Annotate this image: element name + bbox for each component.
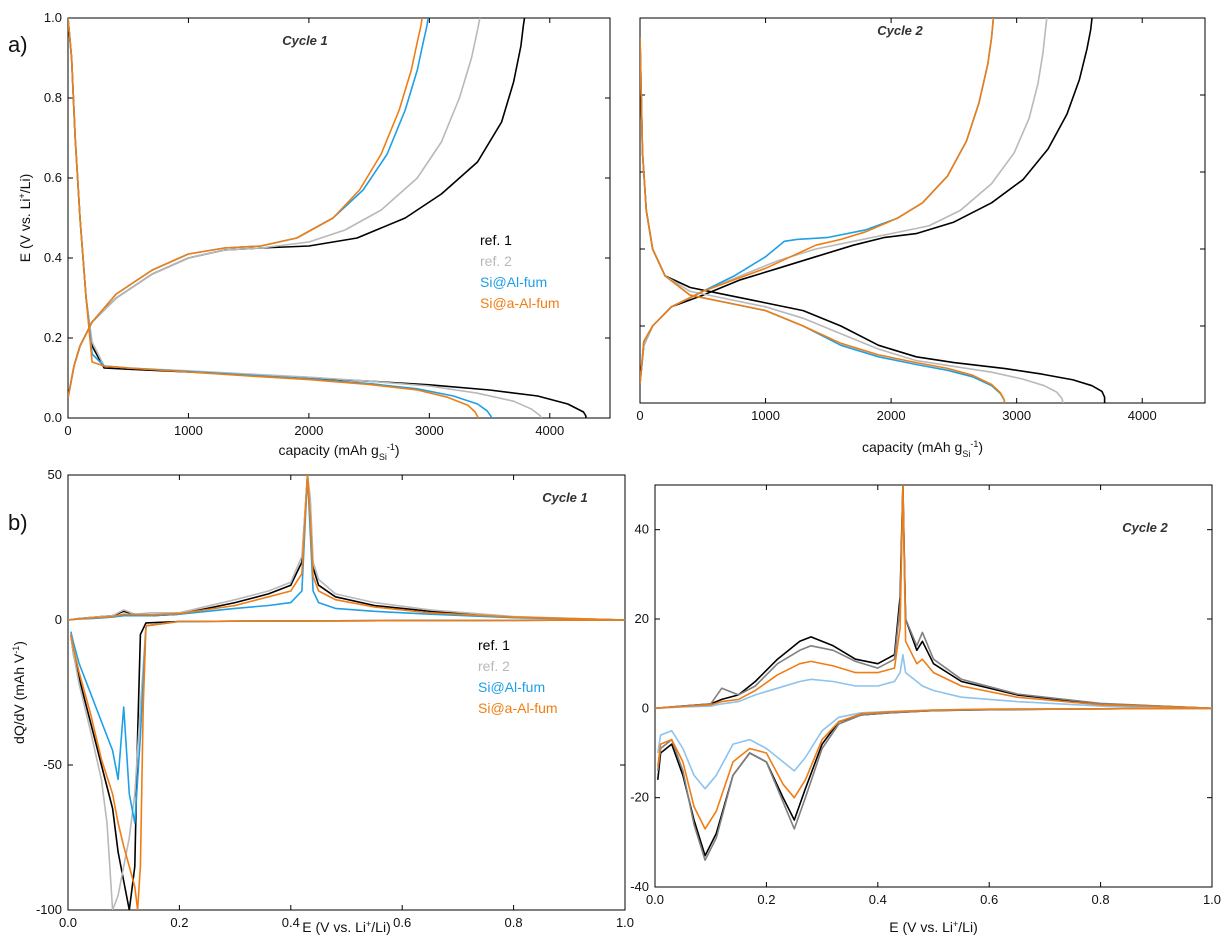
y-tick-label: 0.4 <box>44 250 62 265</box>
plot-frame <box>654 484 1213 888</box>
x-tick-label: 1000 <box>751 408 780 423</box>
series-ref-1-branch-2 <box>640 18 1093 384</box>
series-ref-2-branch-1 <box>70 619 625 910</box>
legend-entry-si-al-fum: Si@Al-fum <box>480 274 547 290</box>
x-axis-label: E (V vs. Li+/Li) <box>889 919 978 935</box>
x-tick-label: 2000 <box>294 423 323 438</box>
x-tick-label: 4000 <box>1128 408 1157 423</box>
legend-entry-si-a-al-fum: Si@a-Al-fum <box>478 700 558 716</box>
series-si-a-al-fum-branch-1 <box>70 619 625 910</box>
chart-title: Cycle 1 <box>542 490 588 505</box>
x-axis-label: E (V vs. Li+/Li) <box>302 919 391 935</box>
series-ref-1-branch-1 <box>68 18 587 418</box>
y-tick-label: -100 <box>36 902 62 917</box>
x-tick-label: 0.4 <box>282 915 300 930</box>
x-tick-label: 0.2 <box>170 915 188 930</box>
y-tick-label: -20 <box>630 790 649 805</box>
x-tick-label: 0.0 <box>646 892 664 907</box>
series-group <box>68 18 587 418</box>
series-si-al-fum-branch-2 <box>68 18 429 399</box>
legend-entry-si-a-al-fum: Si@a-Al-fum <box>480 295 560 311</box>
x-tick-label: 1000 <box>174 423 203 438</box>
series-group <box>68 475 625 910</box>
x-tick-label: 1.0 <box>616 915 634 930</box>
y-tick-label: 0 <box>642 700 649 715</box>
legend-entry-ref-2: ref. 2 <box>478 658 510 674</box>
panel-letter-a: a) <box>8 32 28 57</box>
plot-frame <box>67 474 626 911</box>
y-tick-label: 1.0 <box>44 10 62 25</box>
plot-frame <box>639 17 1206 404</box>
x-tick-label: 2000 <box>877 408 906 423</box>
plot-frame <box>67 17 611 419</box>
series-ref-2-branch-2 <box>655 493 1212 710</box>
series-ref-2-branch-1 <box>657 707 1212 862</box>
y-tick-label: 0.6 <box>44 170 62 185</box>
series-ref-1-branch-2 <box>68 18 526 399</box>
series-si-a-al-fum-branch-1 <box>68 18 479 418</box>
series-si-a-al-fum-branch-1 <box>657 707 1212 830</box>
series-si-a-al-fum-branch-1 <box>640 37 1006 403</box>
x-tick-label: 0.4 <box>869 892 887 907</box>
panel-letter-b: b) <box>8 510 28 535</box>
x-tick-label: 0.2 <box>757 892 775 907</box>
series-si-al-fum-branch-1 <box>68 18 493 418</box>
x-tick-label: 0.8 <box>505 915 523 930</box>
series-ref-2-branch-1 <box>68 18 543 418</box>
y-tick-label: 0.0 <box>44 410 62 425</box>
y-axis-label: dQ/dV (mAh V-1) <box>11 641 27 744</box>
x-axis-label: capacity (mAh gSi-1) <box>862 439 983 459</box>
series-ref-1-branch-2 <box>655 485 1212 710</box>
y-tick-label: 40 <box>635 522 649 537</box>
chart-a1-capacity-cycle1: 0 1000 2000 3000 4000 0.0 0.2 0.4 0.6 0.8 1.0 Cycle… <box>17 10 611 462</box>
x-axis-label: capacity (mAh gSi-1) <box>278 442 399 462</box>
legend-entry-ref-2: ref. 2 <box>480 253 512 269</box>
legend-entry-ref-1: ref. 1 <box>480 232 512 248</box>
chart-b2-dqdv-cycle2: 0.0 0.2 0.4 0.6 0.8 1.0 -40 -20 0 20 40 Cycle 2 E (V… <box>630 484 1221 935</box>
series-si-al-fum-branch-2 <box>640 18 995 384</box>
x-tick-label: 0 <box>64 423 71 438</box>
chart-title: Cycle 1 <box>282 33 328 48</box>
x-tick-label: 0.0 <box>59 915 77 930</box>
series-si-a-al-fum-branch-2 <box>655 485 1212 710</box>
chart-b1-dqdv-cycle1: 0.0 0.2 0.4 0.6 0.8 1.0 -100 -50 0 50 Cycle 1 E (V … <box>11 467 634 935</box>
x-tick-label: 3000 <box>415 423 444 438</box>
series-ref-2-branch-2 <box>68 18 481 399</box>
y-tick-label: 0.2 <box>44 330 62 345</box>
series-si-al-fum-branch-1 <box>640 37 1006 403</box>
y-tick-label: -50 <box>43 757 62 772</box>
chart-title: Cycle 2 <box>877 23 923 38</box>
series-si-a-al-fum-branch-2 <box>68 18 423 399</box>
x-tick-label: 3000 <box>1002 408 1031 423</box>
y-tick-label: -40 <box>630 879 649 894</box>
series-si-al-fum-branch-2 <box>655 653 1212 710</box>
x-tick-label: 0 <box>636 408 643 423</box>
series-ref-2-branch-2 <box>68 475 625 621</box>
legend-entry-si-al-fum: Si@Al-fum <box>478 679 545 695</box>
series-group <box>640 18 1106 403</box>
chart-a2-capacity-cycle2: 0 1000 2000 3000 4000 Cycle 2 capacity (mAh gS… <box>636 17 1206 459</box>
y-axis-label: E (V vs. Li+/Li) <box>17 174 33 263</box>
series-si-al-fum-branch-1 <box>657 707 1212 790</box>
y-tick-label: 20 <box>635 611 649 626</box>
series-si-al-fum-branch-1 <box>70 619 625 824</box>
legend-entry-ref-1: ref. 1 <box>478 637 510 653</box>
x-tick-label: 0.8 <box>1092 892 1110 907</box>
x-tick-label: 4000 <box>535 423 564 438</box>
series-ref-1-branch-1 <box>640 37 1106 403</box>
series-si-a-al-fum-branch-2 <box>640 18 995 384</box>
x-tick-label: 0.6 <box>980 892 998 907</box>
series-ref-1-branch-1 <box>657 707 1212 857</box>
series-group <box>655 485 1212 862</box>
x-tick-label: 0.6 <box>393 915 411 930</box>
y-tick-label: 0.8 <box>44 90 62 105</box>
x-tick-label: 1.0 <box>1203 892 1221 907</box>
y-tick-label: 0 <box>55 612 62 627</box>
series-si-a-al-fum-branch-2 <box>68 475 625 621</box>
chart-title: Cycle 2 <box>1122 520 1168 535</box>
y-tick-label: 50 <box>48 467 62 482</box>
series-ref-1-branch-1 <box>70 619 625 910</box>
